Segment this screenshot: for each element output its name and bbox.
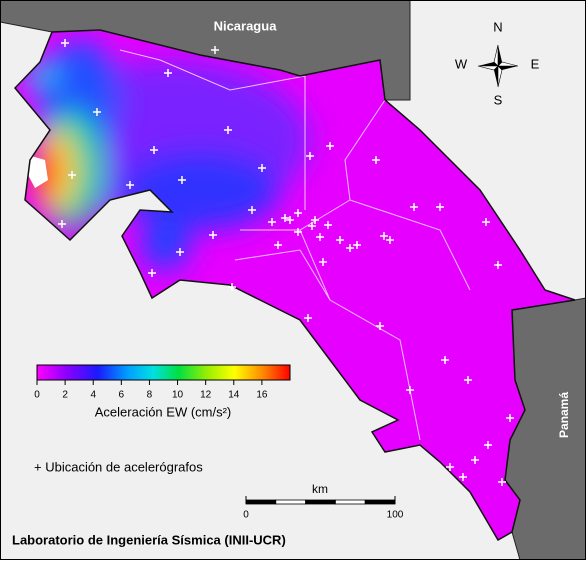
- station: [406, 386, 414, 394]
- colorbar-tick-label: 6: [119, 390, 125, 401]
- compass-label: W: [455, 56, 468, 71]
- country-label: Panamá: [557, 392, 571, 438]
- station: [93, 108, 101, 116]
- station: [150, 146, 158, 154]
- country-label: Nicaragua: [214, 18, 278, 33]
- colorbar-label: Aceleración EW (cm/s²): [95, 404, 232, 419]
- station: [482, 218, 490, 226]
- colorbar-tick-label: 2: [62, 390, 68, 401]
- station: [353, 241, 361, 249]
- scale-unit: km: [312, 482, 328, 496]
- scale-segment: [334, 499, 366, 505]
- station: [58, 220, 66, 228]
- station: [294, 228, 302, 236]
- station: [380, 232, 388, 240]
- colorbar-tick-label: 16: [256, 390, 268, 401]
- station: [68, 171, 76, 179]
- legend: + Ubicación de acelerógrafos: [34, 459, 203, 474]
- compass-label: E: [531, 56, 540, 71]
- nicaragua-label-bg: [212, 16, 278, 38]
- station: [304, 314, 312, 322]
- station: [224, 126, 232, 134]
- scale-segment: [305, 499, 336, 505]
- station: [446, 463, 454, 471]
- station: [274, 241, 282, 249]
- province-borders: [119, 49, 471, 441]
- station: [372, 156, 380, 164]
- scale-segment: [364, 499, 396, 505]
- station: [326, 142, 334, 150]
- station: [294, 209, 302, 217]
- station: [178, 176, 186, 184]
- colorbar-tick-label: 4: [90, 390, 96, 401]
- station: [498, 478, 506, 486]
- station: [316, 233, 324, 241]
- station: [376, 322, 384, 330]
- colorbar-tick-label: 14: [228, 390, 240, 401]
- panama-land: [504, 297, 586, 561]
- station: [484, 441, 492, 449]
- station: [126, 181, 134, 189]
- station: [286, 216, 294, 224]
- stations: [58, 39, 514, 486]
- station: [386, 236, 394, 244]
- station: [306, 152, 314, 160]
- station: [61, 39, 69, 47]
- station: [410, 203, 418, 211]
- scale-segment: [275, 499, 306, 505]
- scale-bar: 0 100: [243, 496, 404, 521]
- compass: N W E S: [455, 19, 540, 107]
- colorbar-tick-label: 12: [200, 390, 212, 401]
- station: [336, 236, 344, 244]
- colorbar-tick-label: 10: [172, 390, 184, 401]
- station: [148, 269, 156, 277]
- station: [459, 473, 467, 481]
- station: [308, 222, 316, 230]
- station: [281, 214, 289, 222]
- station: [176, 248, 184, 256]
- colorbar-tick-label: 0: [34, 390, 40, 401]
- station: [211, 46, 219, 54]
- station: [268, 218, 276, 226]
- station: [311, 216, 319, 224]
- scale-tick-label: 100: [387, 510, 404, 521]
- station: [209, 231, 217, 239]
- field-blobs: [22, 40, 310, 270]
- station: [324, 221, 332, 229]
- station: [258, 164, 266, 172]
- station: [228, 283, 236, 291]
- colorbar-tick-label: 8: [147, 390, 153, 401]
- compass-label: N: [493, 19, 502, 34]
- colorbar: [36, 364, 291, 381]
- scale-tick-label: 0: [243, 510, 249, 521]
- station: [464, 376, 472, 384]
- footer: Laboratorio de Ingeniería Sísmica (INII-…: [12, 532, 286, 547]
- station: [436, 203, 444, 211]
- station: [494, 261, 502, 269]
- station: [441, 356, 449, 364]
- compass-label: S: [494, 92, 503, 107]
- station: [248, 206, 256, 214]
- scale-segment: [245, 499, 277, 505]
- station: [346, 244, 354, 252]
- saturated-zone: [28, 155, 48, 188]
- colorbar-ticks: 0 2 4 6 8 10 12 14 16: [34, 380, 268, 401]
- station: [164, 69, 172, 77]
- station: [506, 414, 514, 422]
- station: [471, 456, 479, 464]
- station: [319, 258, 327, 266]
